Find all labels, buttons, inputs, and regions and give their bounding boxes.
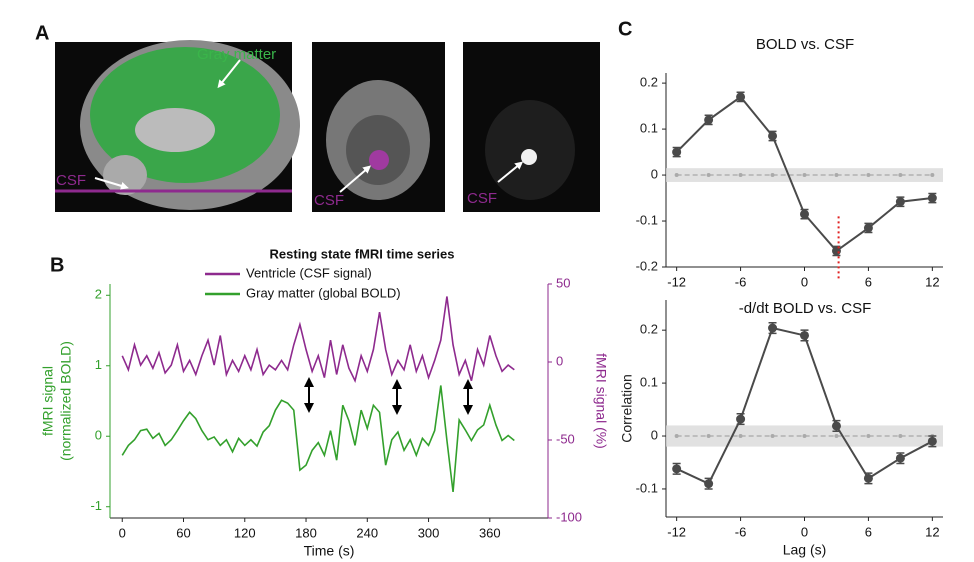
y-tick-label: 0 [651,166,658,181]
x-tick-label: 6 [865,274,872,289]
mri-axial [312,42,445,212]
x-tick-label: 360 [479,525,501,540]
x-tick-label: 300 [418,525,440,540]
series-line [676,326,933,485]
x-tick-label: 0 [801,274,808,289]
y-tick-label: 0.1 [640,375,658,390]
null-point [802,434,807,439]
null-point [706,434,711,439]
y-axis-label: Correlation [619,374,635,442]
legend-label: Gray matter (global BOLD) [246,285,401,300]
x-tick-label: 12 [925,274,939,289]
point [831,246,841,256]
x-tick-label: 0 [119,525,126,540]
point [927,436,937,446]
y-tick-label: 2 [95,287,102,302]
null-point [930,173,935,178]
point [895,197,905,207]
x-tick-label: -12 [667,524,686,539]
null-point [770,434,775,439]
y2-tick-label: 50 [556,275,570,290]
y2-tick-label: 0 [556,353,563,368]
image-label: CSF [56,172,86,189]
x-axis-label: Time (s) [304,543,355,559]
mri-sagittal [55,40,300,212]
x-tick-label: 120 [234,525,256,540]
chart-title: Resting state fMRI time series [270,246,455,261]
x-tick-label: 180 [295,525,317,540]
x-tick-label: -6 [735,274,747,289]
null-point [834,434,839,439]
point [736,414,746,424]
point [800,209,809,219]
panel-label: B [50,254,64,276]
x-tick-label: 0 [801,524,808,539]
panel-label: C [618,18,632,40]
x-tick-label: 6 [865,524,872,539]
point [863,473,873,483]
x-axis-label: Lag (s) [783,542,827,558]
image-label: CSF [314,192,344,209]
y-tick-label: 1 [95,357,102,372]
point [768,131,778,141]
y-tick-label: 0.2 [640,322,658,337]
point [800,330,809,340]
point [704,115,714,125]
y-axis-label: (normalized BOLD) [58,341,74,461]
x-tick-label: 60 [176,525,190,540]
chart-title: BOLD vs. CSF [756,36,854,53]
y-tick-label: -0.1 [636,480,658,495]
point [672,147,682,157]
x-tick-label: -12 [667,274,686,289]
y-tick-label: -0.2 [636,258,658,273]
null-point [898,434,903,439]
point [768,323,778,333]
null-point [866,173,871,178]
series-line [121,296,515,384]
point [672,464,682,474]
point [831,421,841,431]
null-point [802,173,807,178]
y-tick-label: 0 [95,428,102,443]
null-point [674,434,679,439]
null-point [674,173,679,178]
null-point [866,434,871,439]
y-tick-label: 0 [651,427,658,442]
chart-title: -d/dt BOLD vs. CSF [739,300,872,317]
x-tick-label: 12 [925,524,939,539]
y2-tick-label: -50 [556,431,575,446]
y-tick-label: -1 [90,498,102,513]
point [927,193,937,203]
point [736,92,746,102]
x-tick-label: 240 [356,525,378,540]
y-tick-label: 0.1 [640,121,658,136]
y-axis-label: fMRI signal [40,366,56,436]
null-point [770,173,775,178]
y2-axis-label: fMRI signal (%) [593,353,609,449]
null-point [898,173,903,178]
y-tick-label: -0.1 [636,212,658,227]
y-tick-label: 0.2 [640,75,658,90]
point [863,223,873,233]
null-point [738,434,743,439]
image-label: Gray matter [197,46,276,63]
legend-label: Ventricle (CSF signal) [246,265,372,280]
series-line [121,385,515,493]
null-point [738,173,743,178]
mri-fmri [463,42,600,212]
image-label: CSF [467,190,497,207]
panel-label: A [35,22,49,44]
point [704,479,714,489]
x-tick-label: -6 [735,524,747,539]
y2-tick-label: -100 [556,509,582,524]
null-point [834,173,839,178]
null-point [706,173,711,178]
point [895,453,905,463]
